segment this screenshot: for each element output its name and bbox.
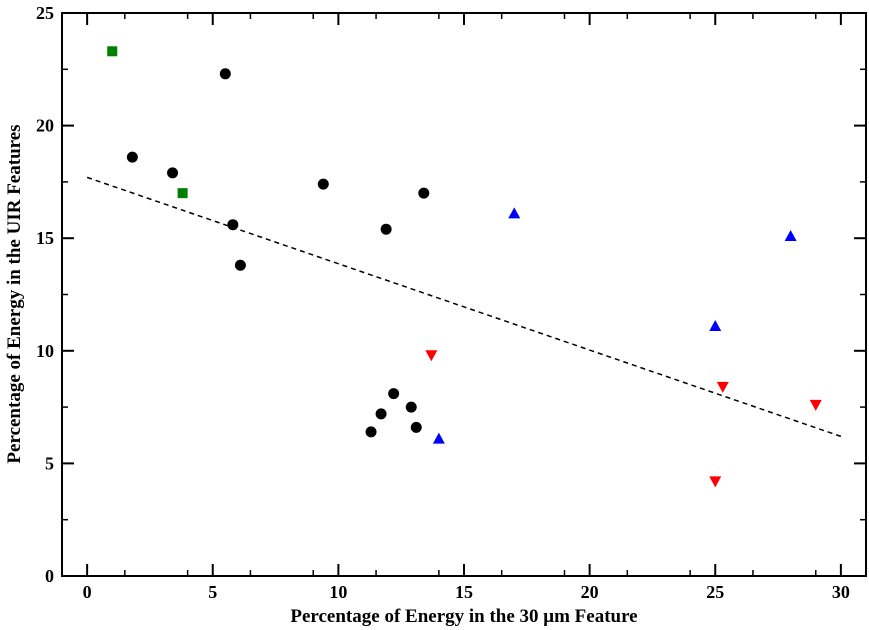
- circle-point: [227, 219, 239, 231]
- x-tick-label: 15: [455, 582, 473, 602]
- circle-point: [317, 178, 329, 190]
- x-tick-label: 5: [208, 582, 217, 602]
- data-points: [107, 46, 822, 488]
- y-tick-label: 25: [36, 3, 54, 23]
- circle-point: [365, 426, 377, 438]
- triangle-down-point: [716, 381, 729, 393]
- x-tick-label: 20: [581, 582, 599, 602]
- triangle-up-point: [709, 320, 722, 332]
- circle-point: [418, 187, 430, 199]
- fit-line-group: [86, 176, 842, 438]
- circle-point: [388, 388, 400, 400]
- circle-point: [126, 151, 138, 163]
- circle-point: [375, 408, 387, 420]
- triangle-down-point: [425, 350, 438, 362]
- plot-frame: [61, 12, 867, 577]
- square-point: [107, 46, 118, 57]
- triangle-down-point: [709, 476, 722, 488]
- y-tick-label: 10: [36, 341, 54, 361]
- x-tick-label: 25: [706, 582, 724, 602]
- circle-point: [234, 259, 246, 271]
- y-tick-label: 20: [36, 116, 54, 136]
- y-tick-label: 5: [45, 453, 54, 473]
- y-tick-label: 15: [36, 228, 54, 248]
- y-tick-label: 0: [45, 566, 54, 586]
- circle-point: [167, 167, 179, 179]
- circle-point: [410, 421, 422, 433]
- y-axis-title: Percentage of Energy in the UIR Features: [4, 124, 25, 463]
- x-tick-label: 0: [83, 582, 92, 602]
- triangle-up-point: [784, 229, 797, 241]
- circle-point: [219, 68, 231, 80]
- fit-line: [86, 176, 842, 438]
- triangle-up-point: [432, 432, 445, 444]
- circle-point: [380, 223, 392, 235]
- x-axis-title: Percentage of Energy in the 30 μm Featur…: [290, 606, 637, 627]
- triangle-down-point: [809, 399, 822, 411]
- x-tick-label: 10: [329, 582, 347, 602]
- square-point: [177, 188, 188, 199]
- axis-ticks: 0 5 10 15 20 25 30 0 5 10 15 20 25: [36, 3, 866, 602]
- x-tick-label: 30: [832, 582, 850, 602]
- circle-point: [405, 401, 417, 413]
- triangle-up-point: [508, 207, 521, 219]
